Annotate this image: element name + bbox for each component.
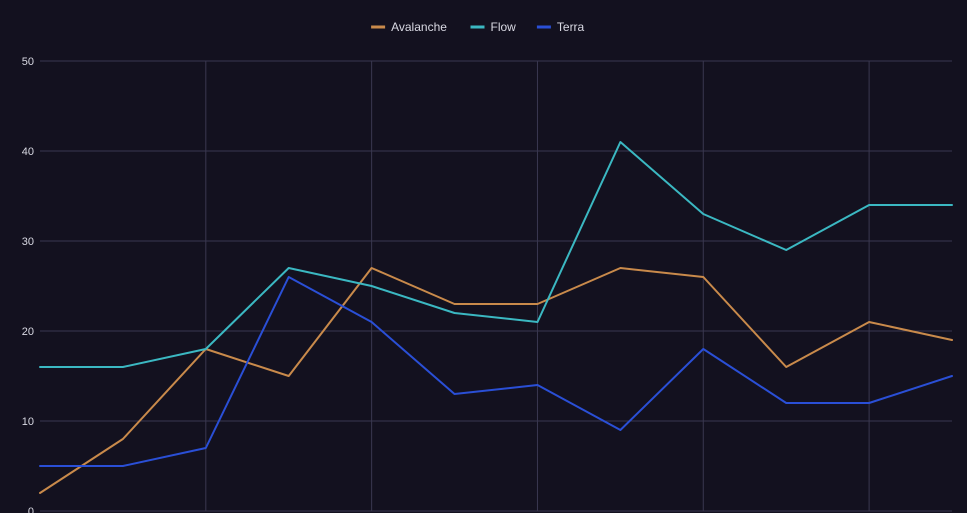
y-tick-label: 30 xyxy=(22,236,34,248)
y-tick-label: 40 xyxy=(22,146,34,158)
legend-item-flow[interactable]: Flow xyxy=(470,20,517,34)
series-line-avalanche xyxy=(39,267,953,494)
legend-label: Avalanche xyxy=(391,20,447,34)
legend: Avalanche Flow Terra xyxy=(371,20,585,34)
y-tick-label: 10 xyxy=(22,416,34,428)
legend-label: Flow xyxy=(491,20,517,34)
grid xyxy=(40,60,952,512)
series-line-flow xyxy=(39,141,953,368)
legend-label: Terra xyxy=(557,20,585,34)
y-tick-label: 0 xyxy=(28,506,34,513)
series-lines xyxy=(39,141,953,494)
y-tick-label: 20 xyxy=(22,326,34,338)
y-tick-label: 50 xyxy=(22,56,34,68)
legend-item-terra[interactable]: Terra xyxy=(536,20,585,34)
series-line-terra xyxy=(39,276,953,467)
y-axis-ticks: 0 10 20 30 40 50 xyxy=(22,56,34,513)
legend-item-avalanche[interactable]: Avalanche xyxy=(371,20,447,34)
